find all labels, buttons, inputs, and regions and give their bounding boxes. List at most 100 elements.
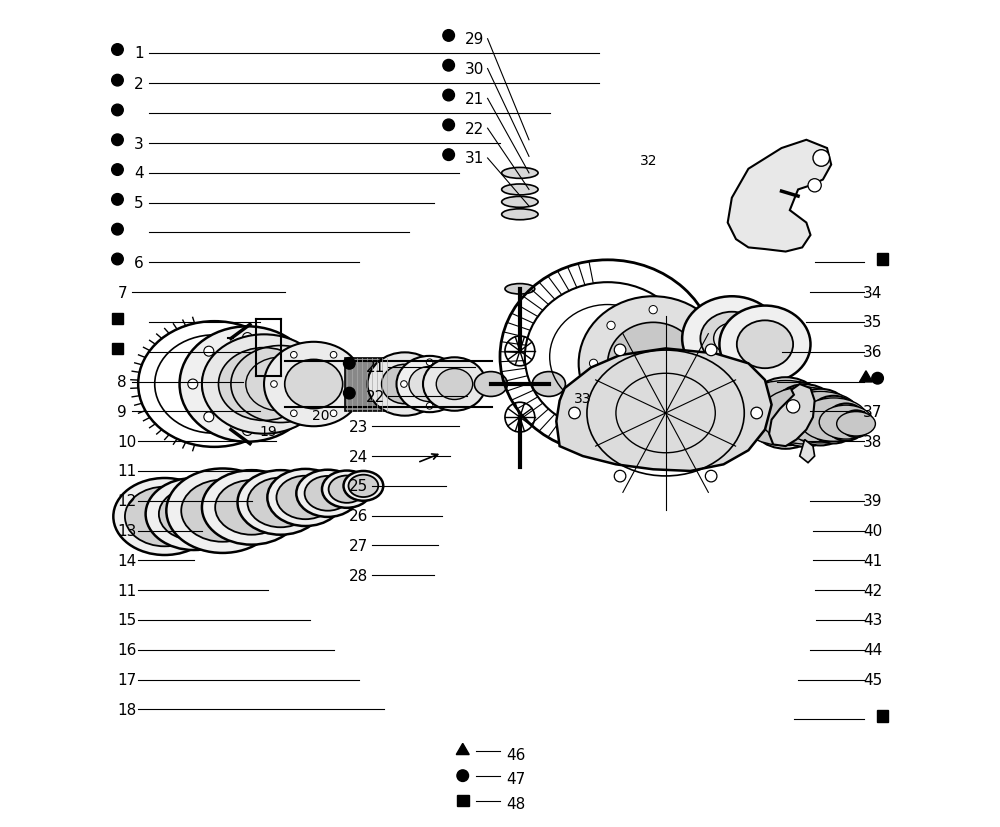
Ellipse shape bbox=[344, 471, 383, 501]
Circle shape bbox=[569, 408, 580, 419]
Ellipse shape bbox=[180, 327, 315, 442]
Circle shape bbox=[271, 381, 277, 388]
Ellipse shape bbox=[789, 390, 852, 446]
Circle shape bbox=[291, 352, 297, 359]
Bar bbox=[112, 343, 123, 355]
Ellipse shape bbox=[746, 378, 825, 449]
Text: 26: 26 bbox=[349, 509, 369, 523]
Circle shape bbox=[649, 414, 657, 422]
Text: 14: 14 bbox=[117, 553, 137, 568]
Ellipse shape bbox=[215, 480, 288, 535]
Circle shape bbox=[614, 345, 626, 356]
Text: 46: 46 bbox=[506, 747, 525, 762]
Text: 2: 2 bbox=[134, 77, 144, 92]
Ellipse shape bbox=[238, 471, 324, 535]
Ellipse shape bbox=[474, 372, 507, 397]
Ellipse shape bbox=[502, 209, 538, 221]
Ellipse shape bbox=[734, 381, 837, 446]
Text: 7: 7 bbox=[117, 285, 127, 300]
Ellipse shape bbox=[502, 184, 538, 196]
Circle shape bbox=[204, 347, 214, 356]
Circle shape bbox=[443, 90, 454, 102]
Circle shape bbox=[705, 471, 717, 482]
Circle shape bbox=[112, 254, 123, 265]
Text: 30: 30 bbox=[465, 62, 485, 77]
Ellipse shape bbox=[532, 372, 565, 397]
Ellipse shape bbox=[264, 342, 363, 427]
Text: 18: 18 bbox=[117, 702, 137, 717]
Text: 34: 34 bbox=[863, 285, 883, 300]
Ellipse shape bbox=[505, 284, 535, 294]
Circle shape bbox=[457, 770, 469, 782]
Text: 4: 4 bbox=[134, 166, 144, 181]
Ellipse shape bbox=[322, 471, 372, 508]
Text: 6: 6 bbox=[134, 256, 144, 270]
Circle shape bbox=[589, 360, 598, 368]
Circle shape bbox=[112, 224, 123, 236]
Ellipse shape bbox=[202, 346, 293, 423]
Circle shape bbox=[872, 373, 883, 385]
Circle shape bbox=[614, 471, 626, 482]
Text: 8: 8 bbox=[117, 375, 127, 390]
Ellipse shape bbox=[285, 360, 343, 409]
Circle shape bbox=[112, 135, 123, 146]
Ellipse shape bbox=[682, 297, 782, 381]
Text: 47: 47 bbox=[506, 772, 525, 786]
Text: 39: 39 bbox=[863, 494, 883, 509]
Circle shape bbox=[691, 322, 699, 330]
Ellipse shape bbox=[837, 412, 875, 437]
Polygon shape bbox=[859, 371, 872, 382]
Text: 9: 9 bbox=[117, 404, 127, 419]
Text: 38: 38 bbox=[863, 434, 883, 449]
Ellipse shape bbox=[770, 385, 839, 447]
Circle shape bbox=[242, 333, 252, 343]
Ellipse shape bbox=[579, 297, 728, 431]
Ellipse shape bbox=[608, 323, 699, 404]
Text: 43: 43 bbox=[863, 613, 883, 628]
Ellipse shape bbox=[305, 476, 351, 511]
Polygon shape bbox=[728, 141, 831, 252]
Polygon shape bbox=[769, 385, 815, 447]
Ellipse shape bbox=[329, 476, 365, 503]
Circle shape bbox=[691, 398, 699, 406]
Text: 10: 10 bbox=[117, 434, 137, 449]
Circle shape bbox=[452, 381, 459, 388]
Ellipse shape bbox=[247, 478, 314, 528]
Circle shape bbox=[426, 360, 433, 366]
Bar bbox=[877, 254, 888, 265]
Text: 1: 1 bbox=[134, 46, 144, 61]
Text: 11: 11 bbox=[117, 583, 137, 598]
Ellipse shape bbox=[825, 404, 867, 441]
Circle shape bbox=[607, 398, 615, 406]
Circle shape bbox=[291, 410, 297, 417]
Circle shape bbox=[112, 194, 123, 206]
Ellipse shape bbox=[396, 356, 463, 413]
Ellipse shape bbox=[276, 476, 334, 519]
Circle shape bbox=[808, 179, 821, 193]
Text: 22: 22 bbox=[366, 390, 385, 404]
Ellipse shape bbox=[113, 478, 216, 556]
Text: 41: 41 bbox=[863, 553, 883, 568]
Text: 19: 19 bbox=[259, 425, 277, 438]
Ellipse shape bbox=[759, 388, 850, 444]
Circle shape bbox=[426, 403, 433, 409]
Circle shape bbox=[330, 352, 337, 359]
Circle shape bbox=[297, 380, 307, 390]
Text: 33: 33 bbox=[574, 392, 592, 405]
Text: 15: 15 bbox=[117, 613, 137, 628]
Text: 21: 21 bbox=[465, 92, 484, 107]
Ellipse shape bbox=[348, 475, 378, 498]
Text: 23: 23 bbox=[349, 419, 369, 434]
Circle shape bbox=[281, 413, 291, 423]
Ellipse shape bbox=[146, 478, 242, 551]
Ellipse shape bbox=[409, 367, 450, 402]
Bar bbox=[345, 358, 390, 411]
Polygon shape bbox=[556, 349, 772, 471]
Ellipse shape bbox=[159, 488, 228, 541]
Ellipse shape bbox=[502, 197, 538, 208]
Circle shape bbox=[401, 381, 407, 388]
Text: 12: 12 bbox=[117, 494, 137, 509]
Text: 45: 45 bbox=[863, 672, 883, 687]
Ellipse shape bbox=[382, 365, 428, 404]
Ellipse shape bbox=[202, 335, 326, 434]
